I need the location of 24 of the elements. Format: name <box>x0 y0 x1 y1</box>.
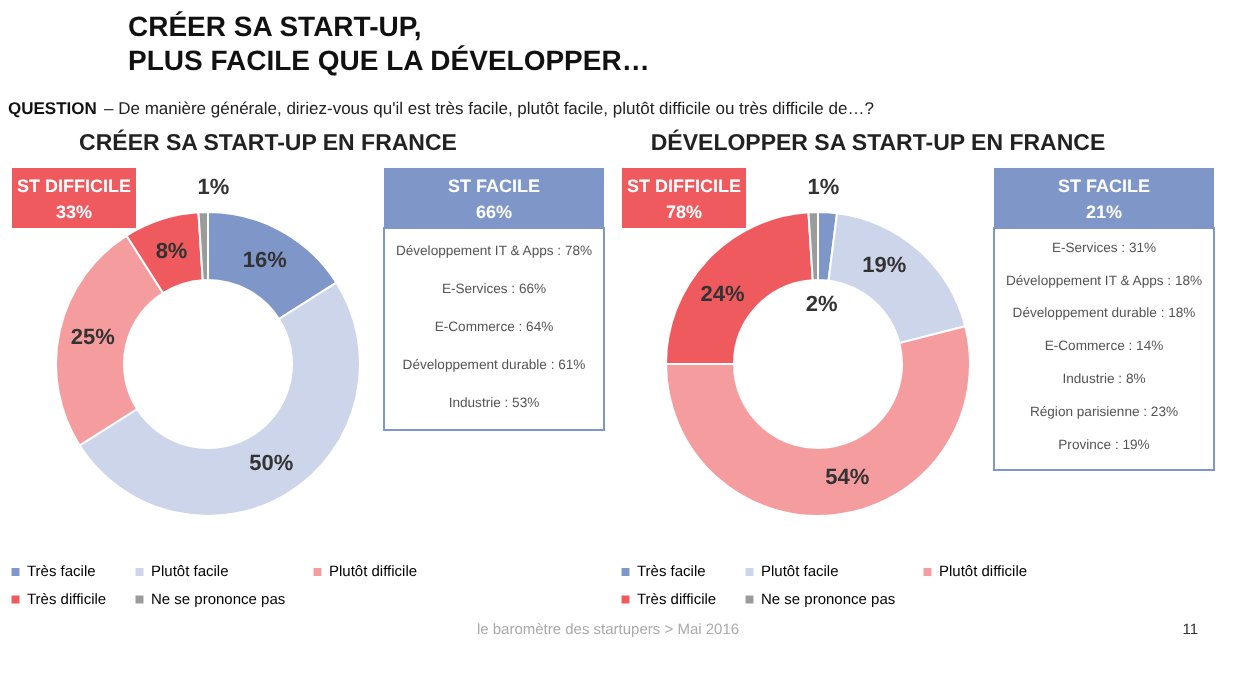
text: QUESTION <box>8 98 97 118</box>
text: CRÉER SA START-UP, <box>128 10 422 42</box>
data-label: 16% <box>242 248 288 273</box>
data-label: 1% <box>807 176 840 201</box>
text: ST DIFFICILE <box>17 176 131 196</box>
text: PLUS FACILE QUE LA DÉVELOPPER… <box>128 44 650 76</box>
data-label: 2% <box>805 293 839 318</box>
text: 78% <box>665 202 703 222</box>
text: ST FACILE <box>1057 176 1151 196</box>
text: ST DIFFICILE <box>627 176 741 196</box>
text: 33% <box>55 202 93 222</box>
text: 66% <box>475 202 513 222</box>
data-label: 50% <box>249 451 294 476</box>
chart-title: DÉVELOPPER SA START-UP EN FRANCE <box>650 128 1106 156</box>
chart-title: CRÉER SA START-UP EN FRANCE <box>79 128 458 156</box>
data-label: 8% <box>155 239 188 264</box>
text: – De manière générale, diriez-vous qu'il est très facile, plutôt facile, plutôt difficile ou très difficile de…? <box>104 98 875 118</box>
data-label: 25% <box>70 326 116 351</box>
text: ST FACILE <box>447 176 541 196</box>
text: 21% <box>1085 202 1123 222</box>
data-label: 19% <box>862 254 907 279</box>
data-label: 24% <box>700 282 745 307</box>
data-label: 1% <box>197 176 230 201</box>
data-label: 54% <box>825 466 870 491</box>
